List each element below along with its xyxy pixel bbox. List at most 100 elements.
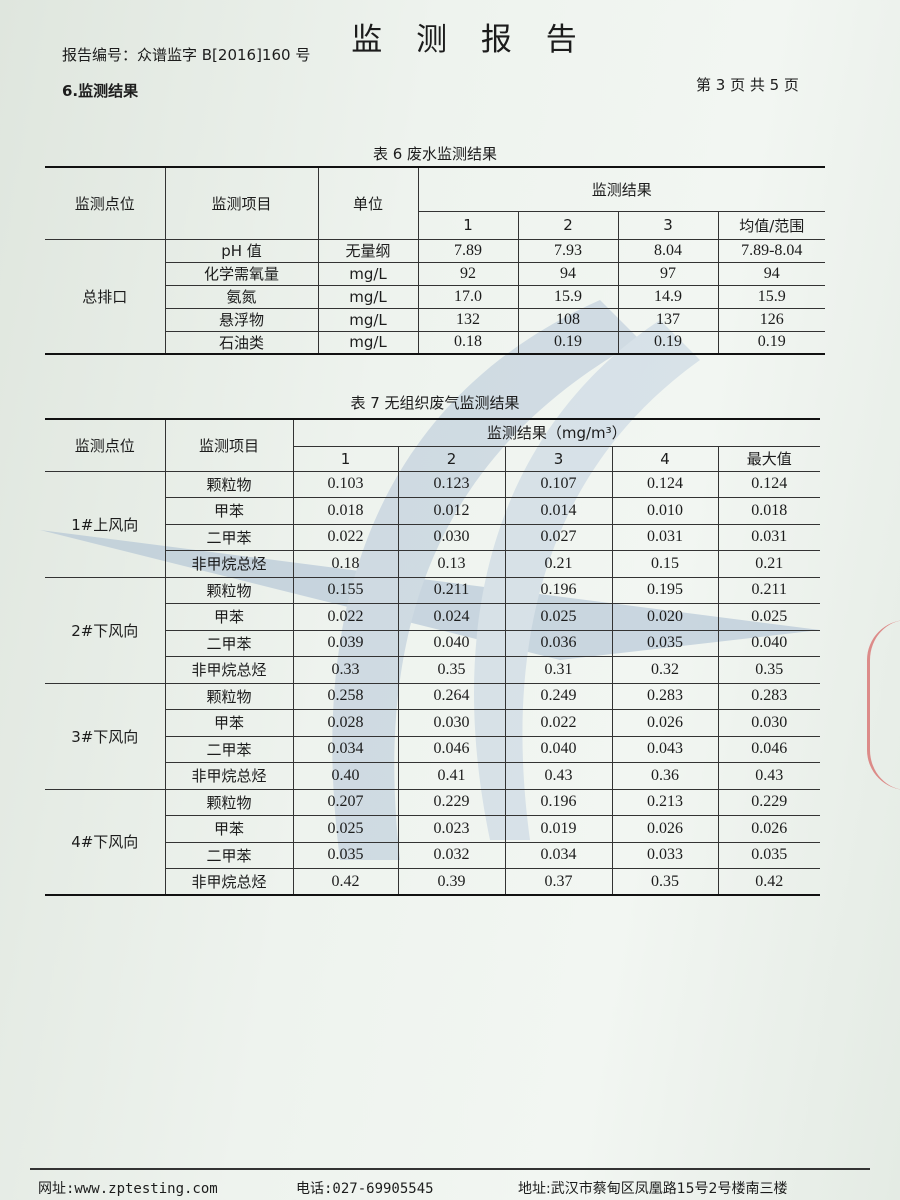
column-header: 1 <box>418 210 519 240</box>
result-value: 0.21 <box>504 550 613 578</box>
result-value: 0.039 <box>292 629 399 657</box>
result-value: 0.024 <box>397 603 506 631</box>
monitoring-item: 颗粒物 <box>164 682 294 710</box>
header-point: 监测点位 <box>45 418 166 472</box>
result-value: 0.36 <box>611 762 719 790</box>
header-unit: 单位 <box>317 166 419 240</box>
result-value: 0.034 <box>292 735 399 763</box>
result-value: 0.40 <box>292 762 399 790</box>
result-value: 0.025 <box>717 603 820 631</box>
result-value: 0.012 <box>397 497 506 525</box>
monitoring-item: 石油类 <box>165 330 319 355</box>
unit: mg/L <box>317 261 419 286</box>
result-value: 0.030 <box>717 709 820 737</box>
monitoring-item: 甲苯 <box>165 603 294 631</box>
result-value: 0.028 <box>292 709 399 737</box>
result-value: 0.39 <box>397 868 506 896</box>
monitoring-item: 化学需氧量 <box>165 261 319 286</box>
result-value: 0.103 <box>292 470 399 498</box>
monitoring-item: 氨氮 <box>165 284 319 309</box>
result-value: 0.35 <box>611 868 719 896</box>
table-row: 甲苯 0.022 0.024 0.025 0.020 0.025 <box>45 603 820 631</box>
monitoring-item: 二甲苯 <box>165 735 294 763</box>
table-row: 非甲烷总烃 0.42 0.39 0.37 0.35 0.42 <box>45 868 820 896</box>
header-point: 监测点位 <box>45 166 166 240</box>
monitoring-item: 甲苯 <box>165 497 294 525</box>
result-value: 0.046 <box>717 735 820 763</box>
result-value: 0.43 <box>504 762 613 790</box>
table-row: 化学需氧量 mg/L 92 94 97 94 <box>45 261 825 286</box>
monitoring-item: 二甲苯 <box>165 523 294 551</box>
result-value: 0.031 <box>611 523 719 551</box>
result-value: 0.31 <box>504 656 613 684</box>
table-row: 氨氮 mg/L 17.0 15.9 14.9 15.9 <box>45 284 825 309</box>
table-row: 4#下风向 颗粒物 0.207 0.229 0.196 0.213 0.229 <box>45 788 820 896</box>
result-value: 0.035 <box>611 629 719 657</box>
result-value: 0.229 <box>397 788 506 816</box>
result-value: 0.031 <box>717 523 820 551</box>
monitoring-point: 总排口 <box>45 238 166 355</box>
monitoring-item: 二甲苯 <box>165 629 294 657</box>
result-value: 0.196 <box>504 576 613 604</box>
result-value: 0.030 <box>397 709 506 737</box>
result-value: 0.036 <box>504 629 613 657</box>
table6-caption: 表 6 废水监测结果 <box>372 145 498 163</box>
result-value: 94 <box>717 261 825 286</box>
result-value: 0.229 <box>717 788 820 816</box>
result-value: 0.124 <box>611 470 719 498</box>
monitoring-item: 非甲烷总烃 <box>165 550 294 578</box>
result-value: 0.026 <box>611 815 719 843</box>
column-header: 4 <box>611 445 719 472</box>
result-value: 0.022 <box>292 603 399 631</box>
result-value: 0.123 <box>397 470 506 498</box>
result-value: 0.040 <box>717 629 820 657</box>
unit: 无量纲 <box>317 238 419 263</box>
table-row: 甲苯 0.018 0.012 0.014 0.010 0.018 <box>45 497 820 525</box>
header-results: 监测结果（mg/m³） <box>292 418 820 447</box>
monitoring-point: 4#下风向 <box>45 788 166 896</box>
result-value: 137 <box>617 307 719 332</box>
result-value: 7.89-8.04 <box>717 238 825 263</box>
result-value: 97 <box>617 261 719 286</box>
monitoring-item: 颗粒物 <box>164 788 294 816</box>
column-header: 均值/范围 <box>717 210 825 240</box>
result-value: 0.018 <box>717 497 820 525</box>
monitoring-item: 颗粒物 <box>164 470 294 498</box>
result-value: 0.040 <box>504 735 613 763</box>
result-value: 0.020 <box>611 603 719 631</box>
column-header: 1 <box>293 445 399 472</box>
result-value: 0.030 <box>397 523 506 551</box>
column-header: 最大值 <box>717 445 820 472</box>
result-value: 0.283 <box>717 682 820 710</box>
unit: mg/L <box>317 284 419 309</box>
result-value: 0.19 <box>617 330 719 355</box>
result-value: 0.022 <box>292 523 399 551</box>
table-row: 石油类 mg/L 0.18 0.19 0.19 0.19 <box>45 330 825 355</box>
result-value: 0.33 <box>292 656 399 684</box>
result-value: 0.023 <box>397 815 506 843</box>
result-value: 0.19 <box>517 330 619 355</box>
page-indicator: 第 3 页 共 5 页 <box>696 76 799 94</box>
result-value: 0.264 <box>397 682 506 710</box>
table-row: 二甲苯 0.039 0.040 0.036 0.035 0.040 <box>45 629 820 657</box>
header-item: 监测项目 <box>164 166 319 240</box>
monitoring-item: 悬浮物 <box>165 307 319 332</box>
result-value: 0.43 <box>717 762 820 790</box>
result-value: 0.043 <box>611 735 719 763</box>
monitoring-point: 2#下风向 <box>45 576 166 684</box>
column-header: 2 <box>397 445 506 472</box>
report-number: 报告编号：众谱监字 B[2016]160 号 <box>62 46 311 64</box>
result-value: 94 <box>517 261 619 286</box>
table-row: 甲苯 0.028 0.030 0.022 0.026 0.030 <box>45 709 820 737</box>
monitoring-point: 3#下风向 <box>45 682 166 790</box>
monitoring-item: 非甲烷总烃 <box>165 762 294 790</box>
result-value: 0.21 <box>717 550 820 578</box>
result-value: 15.9 <box>517 284 619 309</box>
result-value: 0.19 <box>717 330 825 355</box>
table-row: 非甲烷总烃 0.40 0.41 0.43 0.36 0.43 <box>45 762 820 790</box>
result-value: 0.026 <box>611 709 719 737</box>
monitoring-item: 甲苯 <box>165 815 294 843</box>
result-value: 0.046 <box>397 735 506 763</box>
header-results: 监测结果 <box>417 166 825 212</box>
result-value: 0.42 <box>717 868 820 896</box>
